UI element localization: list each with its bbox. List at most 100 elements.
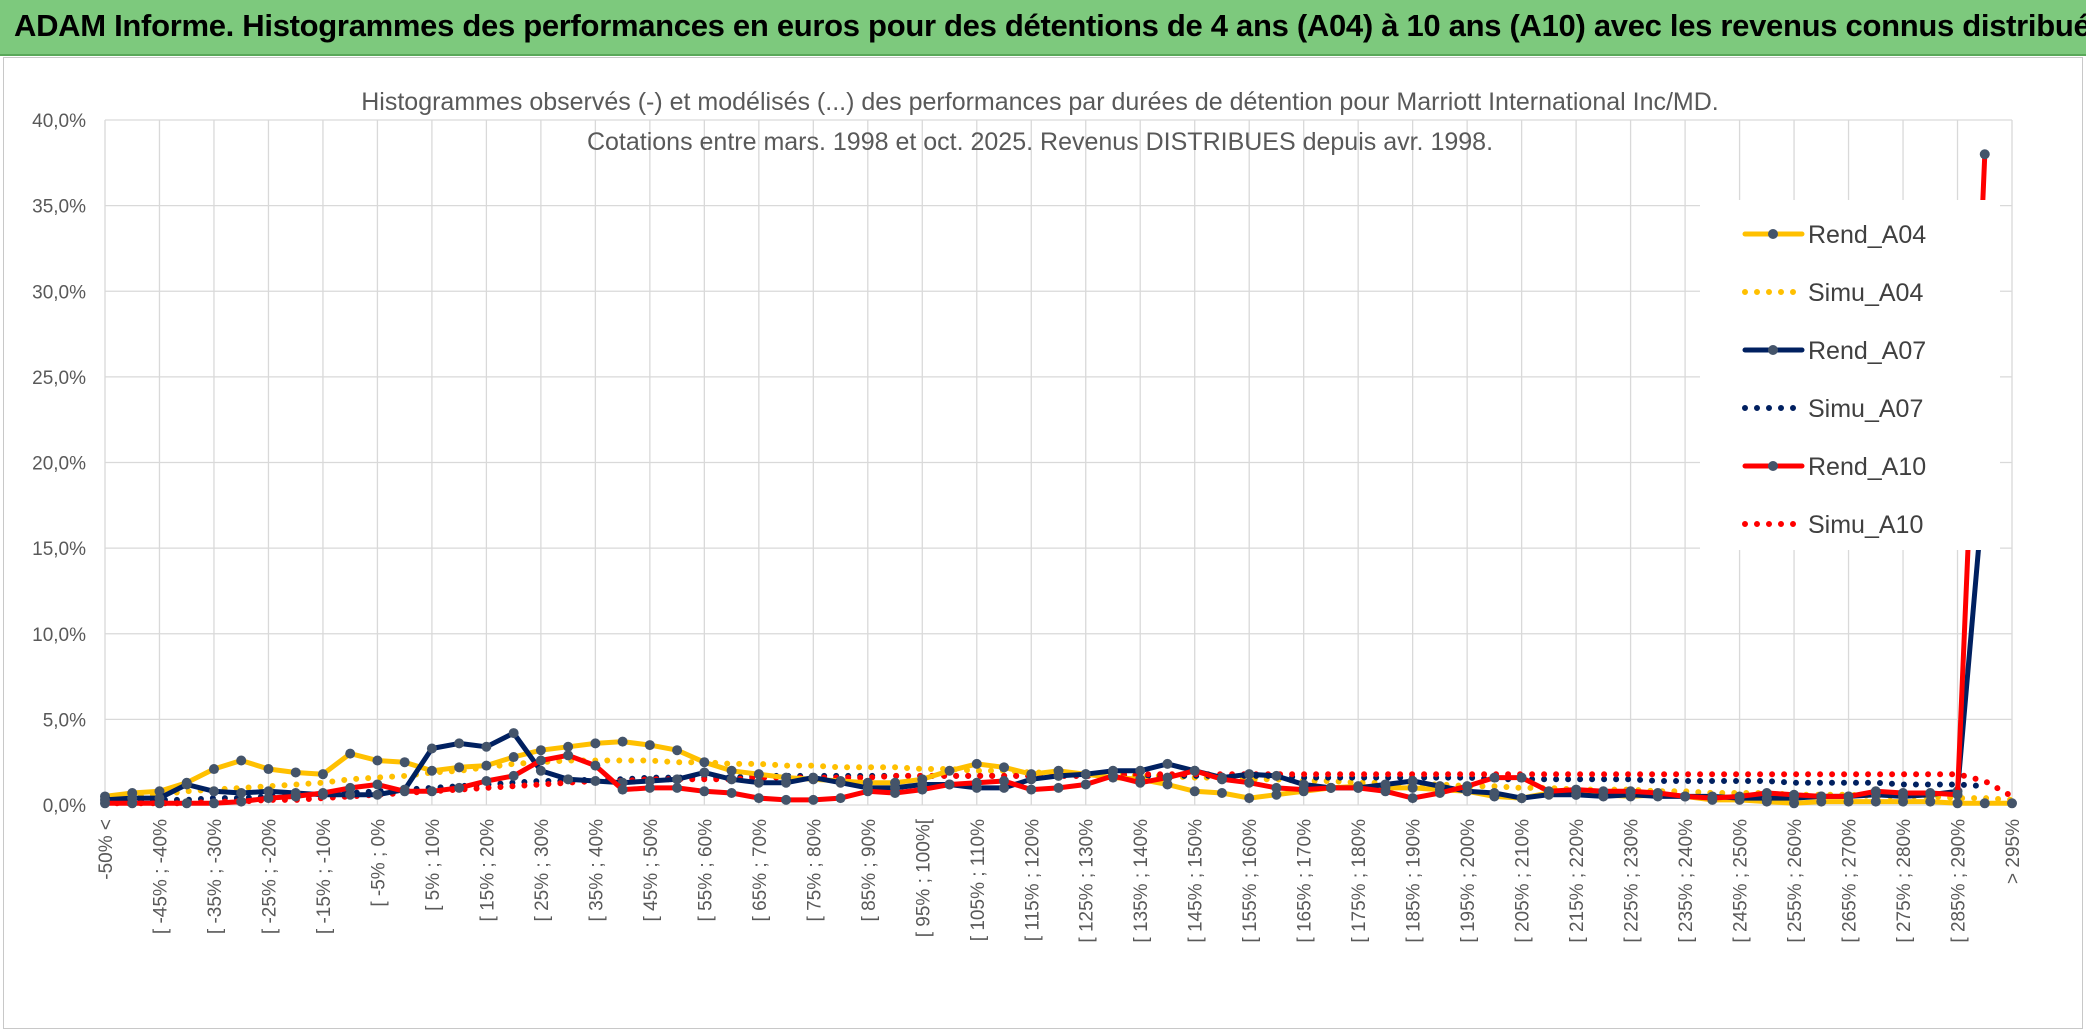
point-rend-a10 xyxy=(617,784,628,795)
x-tick-label: [ 65% ; 70% xyxy=(750,819,771,922)
point-rend-a04 xyxy=(1216,788,1227,799)
point-rend-a10 xyxy=(971,777,982,788)
point-rend-a07 xyxy=(1053,770,1064,781)
point-rend-a10 xyxy=(890,788,901,799)
point-rend-a10 xyxy=(1026,784,1037,795)
x-tick-label: [ 155% ; 160% xyxy=(1240,819,1261,943)
point-rend-a04 xyxy=(454,762,465,773)
point-rend-a07 xyxy=(999,782,1010,793)
point-rend-a10 xyxy=(1107,770,1118,781)
x-axis: -50% < [ -45% ; -40% [ -35% ; -30% [ -25% ;… xyxy=(96,818,2024,942)
point-rend-a04 xyxy=(317,769,328,780)
point-rend-a10 xyxy=(1271,782,1282,793)
point-rend-a10 xyxy=(1734,791,1745,802)
point-rend-a04 xyxy=(644,740,655,751)
y-tick-label: 20,0% xyxy=(32,454,86,475)
point-rend-a04 xyxy=(154,786,165,797)
point-rend-a10 xyxy=(1625,786,1636,797)
point-rend-a10 xyxy=(1761,788,1772,799)
point-rend-a10 xyxy=(917,784,928,795)
point-rend-a10 xyxy=(1543,786,1554,797)
point-rend-a10 xyxy=(1870,786,1881,797)
point-rend-a04 xyxy=(1925,796,1936,807)
point-rend-a04 xyxy=(290,767,301,778)
legend-item-simu-a04[interactable]: Simu_A04 xyxy=(1742,279,1923,307)
point-rend-a04 xyxy=(399,757,410,768)
legend-item-rend-a07[interactable]: Rend_A07 xyxy=(1742,337,1926,365)
legend-item-simu-a10[interactable]: Simu_A10 xyxy=(1742,511,1923,539)
point-rend-a10 xyxy=(808,794,819,805)
point-rend-a10 xyxy=(753,793,764,804)
x-tick-label: [ 75% ; 80% xyxy=(804,819,825,922)
point-rend-a10 xyxy=(1462,781,1473,792)
point-rend-a04 xyxy=(617,736,628,747)
point-rend-a10 xyxy=(100,798,110,809)
point-rend-a10 xyxy=(1353,782,1364,793)
legend-background xyxy=(1700,200,2000,550)
point-rend-a07 xyxy=(1434,781,1445,792)
point-rend-a07 xyxy=(753,777,764,788)
point-rend-a07 xyxy=(1407,776,1418,787)
point-rend-a07 xyxy=(1516,793,1527,804)
report-title: ADAM Informe. Histogrammes des performan… xyxy=(14,8,2086,43)
point-rend-a10 xyxy=(1652,788,1663,799)
point-rend-a10 xyxy=(1189,765,1200,776)
legend-marker-rend-a10 xyxy=(1768,461,1778,471)
point-rend-a10 xyxy=(1952,789,1963,800)
point-rend-a04 xyxy=(426,765,437,776)
y-tick-label: 40,0% xyxy=(32,111,86,132)
point-rend-a10 xyxy=(1489,772,1500,783)
x-tick-label: [ 245% ; 250% xyxy=(1731,819,1752,943)
point-rend-a04 xyxy=(1189,786,1200,797)
chart-legend[interactable]: Rend_A04 Simu_A04 Rend_A07 Simu_A07 Rend_A10… xyxy=(1742,221,1926,539)
point-rend-a07 xyxy=(1135,765,1146,776)
point-rend-a10 xyxy=(263,793,274,804)
point-rend-a10 xyxy=(1516,772,1527,783)
point-rend-a10 xyxy=(1680,791,1691,802)
x-tick-label: [ 25% ; 30% xyxy=(532,819,553,922)
legend-item-rend-a04[interactable]: Rend_A04 xyxy=(1742,221,1926,249)
point-rend-a04 xyxy=(1271,789,1282,800)
x-tick-label: [ 105% ; 110% xyxy=(968,819,989,941)
legend-label-rend-a07: Rend_A07 xyxy=(1808,337,1926,365)
point-rend-a07 xyxy=(508,728,519,739)
point-rend-a07 xyxy=(590,776,601,787)
point-rend-a10 xyxy=(644,782,655,793)
point-rend-a07 xyxy=(726,774,737,785)
point-rend-a10 xyxy=(1298,784,1309,795)
point-rend-a10 xyxy=(372,779,383,790)
x-tick-label: [ 195% ; 200% xyxy=(1458,819,1479,943)
x-tick-label: -50% < xyxy=(96,819,117,880)
point-rend-a04 xyxy=(2007,798,2017,809)
point-rend-a10 xyxy=(454,782,465,793)
point-rend-a04 xyxy=(263,764,274,775)
point-rend-a10 xyxy=(999,776,1010,787)
point-rend-a04 xyxy=(508,752,519,763)
point-rend-a10 xyxy=(1407,793,1418,804)
point-rend-a04 xyxy=(345,748,356,759)
point-rend-a07 xyxy=(808,772,819,783)
x-tick-label: [ 275% ; 280% xyxy=(1894,819,1915,943)
point-rend-a07 xyxy=(699,767,710,778)
point-rend-a10 xyxy=(127,798,138,809)
point-rend-a07 xyxy=(236,788,247,799)
x-tick-label: [ 55% ; 60% xyxy=(695,819,716,922)
point-rend-a04 xyxy=(1162,779,1173,790)
point-rend-a10 xyxy=(672,782,683,793)
point-rend-a07 xyxy=(372,789,383,800)
point-rend-a10 xyxy=(1434,788,1445,799)
point-rend-a04 xyxy=(1407,782,1418,793)
chart-frame xyxy=(3,57,2083,1029)
y-tick-label: 15,0% xyxy=(32,539,86,560)
point-rend-a07 xyxy=(454,738,465,749)
point-rend-a04 xyxy=(944,765,955,776)
x-tick-label: [ 185% ; 190% xyxy=(1404,819,1425,943)
point-rend-a10 xyxy=(236,796,247,807)
legend-item-rend-a10[interactable]: Rend_A10 xyxy=(1742,453,1926,481)
point-rend-a04 xyxy=(672,745,683,756)
x-tick-label: [ 35% ; 40% xyxy=(586,819,607,922)
point-rend-a07 xyxy=(1271,770,1282,781)
point-rend-a07 xyxy=(1244,769,1255,780)
line-simu-a07 xyxy=(102,772,1988,805)
legend-item-simu-a07[interactable]: Simu_A07 xyxy=(1742,395,1923,423)
